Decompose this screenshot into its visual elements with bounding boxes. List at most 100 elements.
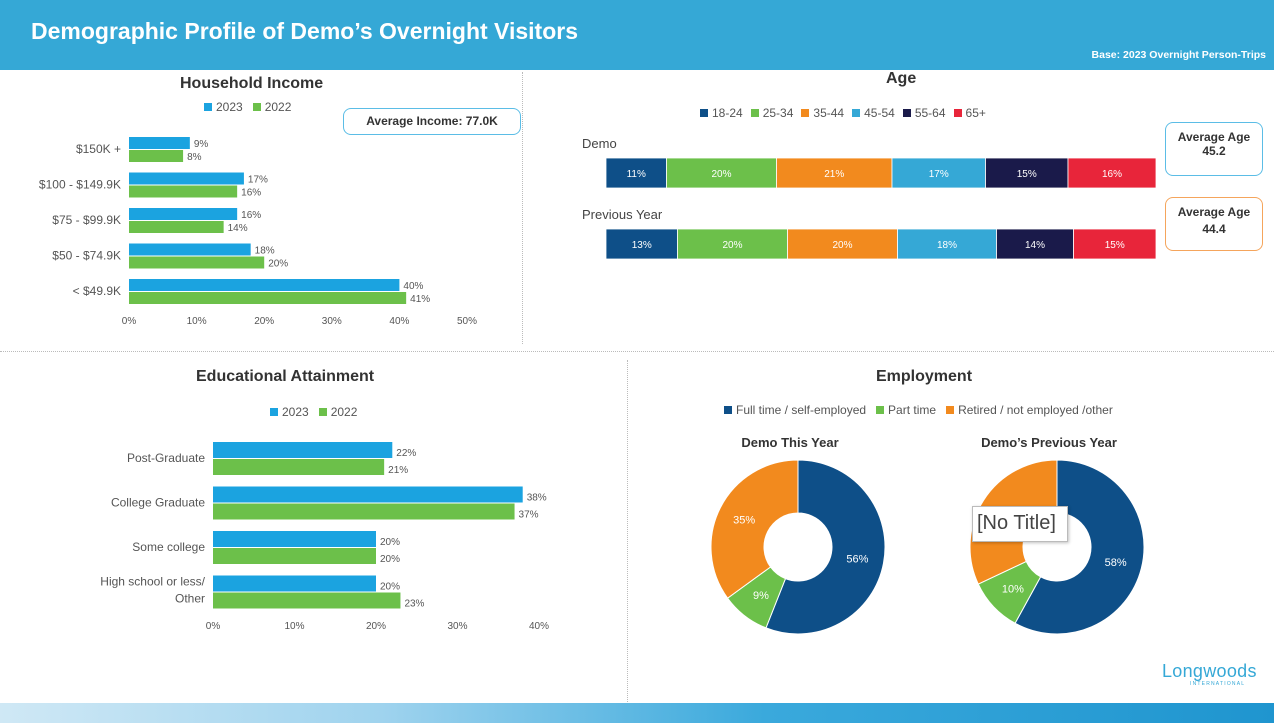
data-label: 17%	[248, 175, 268, 186]
average-age-demo-callout: Average Age 45.2	[1165, 122, 1263, 176]
segment-55-64	[985, 157, 1069, 189]
data-label: 37%	[519, 510, 539, 521]
legend-swatch	[946, 406, 955, 414]
data-label: 41%	[410, 294, 430, 305]
data-label: 9%	[194, 139, 209, 150]
bar-2023	[213, 486, 523, 503]
average-age-value: 44.4	[1202, 222, 1226, 236]
legend-label: 35-44	[813, 106, 845, 120]
data-label: 23%	[404, 599, 424, 610]
tick-label: 20%	[254, 316, 274, 327]
category-label: Post-Graduate	[127, 451, 205, 465]
legend-swatch	[204, 103, 212, 111]
legend-swatch	[852, 109, 861, 117]
legend-label: 55-64	[914, 106, 946, 120]
header-banner: Demographic Profile of Demo’s Overnight …	[0, 0, 1274, 70]
tick-label: 50%	[457, 316, 477, 327]
page-title: Demographic Profile of Demo’s Overnight …	[31, 18, 579, 44]
bar-2023	[129, 172, 244, 185]
data-label: 14%	[1025, 240, 1045, 251]
data-label: 9%	[753, 590, 769, 602]
legend-item: 35-44	[801, 106, 844, 120]
bar-2022	[213, 503, 515, 520]
logo-subtitle: INTERNATIONAL	[1190, 681, 1246, 687]
category-label: High school or less/	[100, 575, 205, 589]
bar-2023	[129, 208, 238, 220]
donut-title: Demo’s Previous Year	[981, 435, 1117, 450]
legend-label: 65+	[965, 106, 986, 120]
bar-2022	[213, 459, 385, 475]
data-label: 20%	[832, 240, 852, 251]
average-age-prev-callout: Average Age 44.4	[1165, 197, 1263, 251]
divider-bottom	[627, 360, 628, 702]
data-label: 22%	[396, 448, 416, 459]
education-chart: Post-Graduate 22% 21% College Graduate 38% 37…	[100, 442, 549, 632]
data-label: 11%	[627, 169, 646, 180]
segment-18-24	[605, 157, 667, 189]
footer-band	[0, 703, 1274, 723]
base-note: Base: 2023 Overnight Person-Trips	[1091, 49, 1266, 61]
data-label: 20%	[722, 240, 742, 251]
category-label: $150K +	[76, 142, 121, 156]
category-label: Demo	[582, 136, 617, 151]
data-label: 18%	[255, 246, 275, 257]
tick-label: 0%	[206, 621, 221, 632]
data-label: 8%	[187, 152, 202, 163]
segment-25-34	[666, 157, 777, 189]
employment-legend: Full time / self-employed Part time Retire…	[724, 403, 1113, 417]
bar-2023	[129, 137, 190, 149]
bar-2023	[213, 531, 376, 547]
data-label: 20%	[380, 582, 400, 593]
bar-2023	[129, 243, 251, 256]
divider-top	[522, 72, 523, 344]
education-legend: 2023 2022	[270, 405, 357, 419]
legend-swatch	[724, 406, 732, 414]
bar-2022	[213, 548, 376, 564]
segment-45-54	[897, 228, 997, 260]
data-label: 18%	[937, 240, 957, 251]
data-label: 21%	[388, 465, 408, 476]
average-age-value: 45.2	[1202, 144, 1226, 158]
data-label: 16%	[241, 188, 261, 199]
segment-65+	[1067, 157, 1157, 189]
category-label: Other	[175, 592, 205, 606]
legend-item: 45-54	[852, 106, 895, 120]
legend-item: 2023	[270, 405, 309, 419]
data-label: 38%	[527, 493, 547, 504]
legend-item: 65+	[953, 106, 986, 120]
tick-label: 30%	[447, 621, 467, 632]
longwoods-logo: Longwoods INTERNATIONAL	[1162, 661, 1257, 687]
segment-18-24	[605, 228, 678, 260]
category-label: Previous Year	[582, 207, 663, 222]
tick-label: 10%	[284, 621, 304, 632]
legend-label: Part time	[888, 403, 937, 417]
data-label: 14%	[228, 223, 248, 234]
legend-swatch	[700, 109, 708, 117]
age-chart: Demo 11% 20% 21% 17% 15% 16% Previous Year 13% 20…	[582, 136, 1157, 260]
employment-title: Employment	[876, 368, 973, 385]
legend-item: Full time / self-employed	[724, 403, 866, 417]
employment-chart: Demo This Year 56% 9% 35% Demo’s Previous Ye…	[710, 435, 1145, 635]
legend-swatch	[801, 109, 810, 117]
legend-swatch	[902, 109, 911, 117]
legend-label: 2023	[282, 405, 309, 419]
legend-label: 18-24	[712, 106, 743, 120]
legend-item: 2022	[252, 100, 291, 114]
legend-item: 2022	[318, 405, 357, 419]
legend-label: 2023	[216, 100, 243, 114]
data-label: 17%	[929, 169, 949, 180]
legend-swatch	[750, 109, 759, 117]
average-income-callout: Average Income: 77.0K	[343, 108, 521, 135]
data-label: 20%	[380, 537, 400, 548]
legend-item: Retired / not employed /other	[946, 403, 1113, 417]
legend-item: 25-34	[750, 106, 793, 120]
bar-2022	[213, 592, 401, 609]
data-label: 16%	[1102, 169, 1122, 180]
bar-2023	[213, 575, 376, 592]
data-label: 21%	[824, 169, 844, 180]
legend-swatch	[876, 406, 885, 414]
donut-slice	[1014, 459, 1145, 635]
segment-35-44	[787, 228, 898, 260]
tick-label: 20%	[366, 621, 386, 632]
income-legend: 2023 2022	[204, 100, 291, 114]
